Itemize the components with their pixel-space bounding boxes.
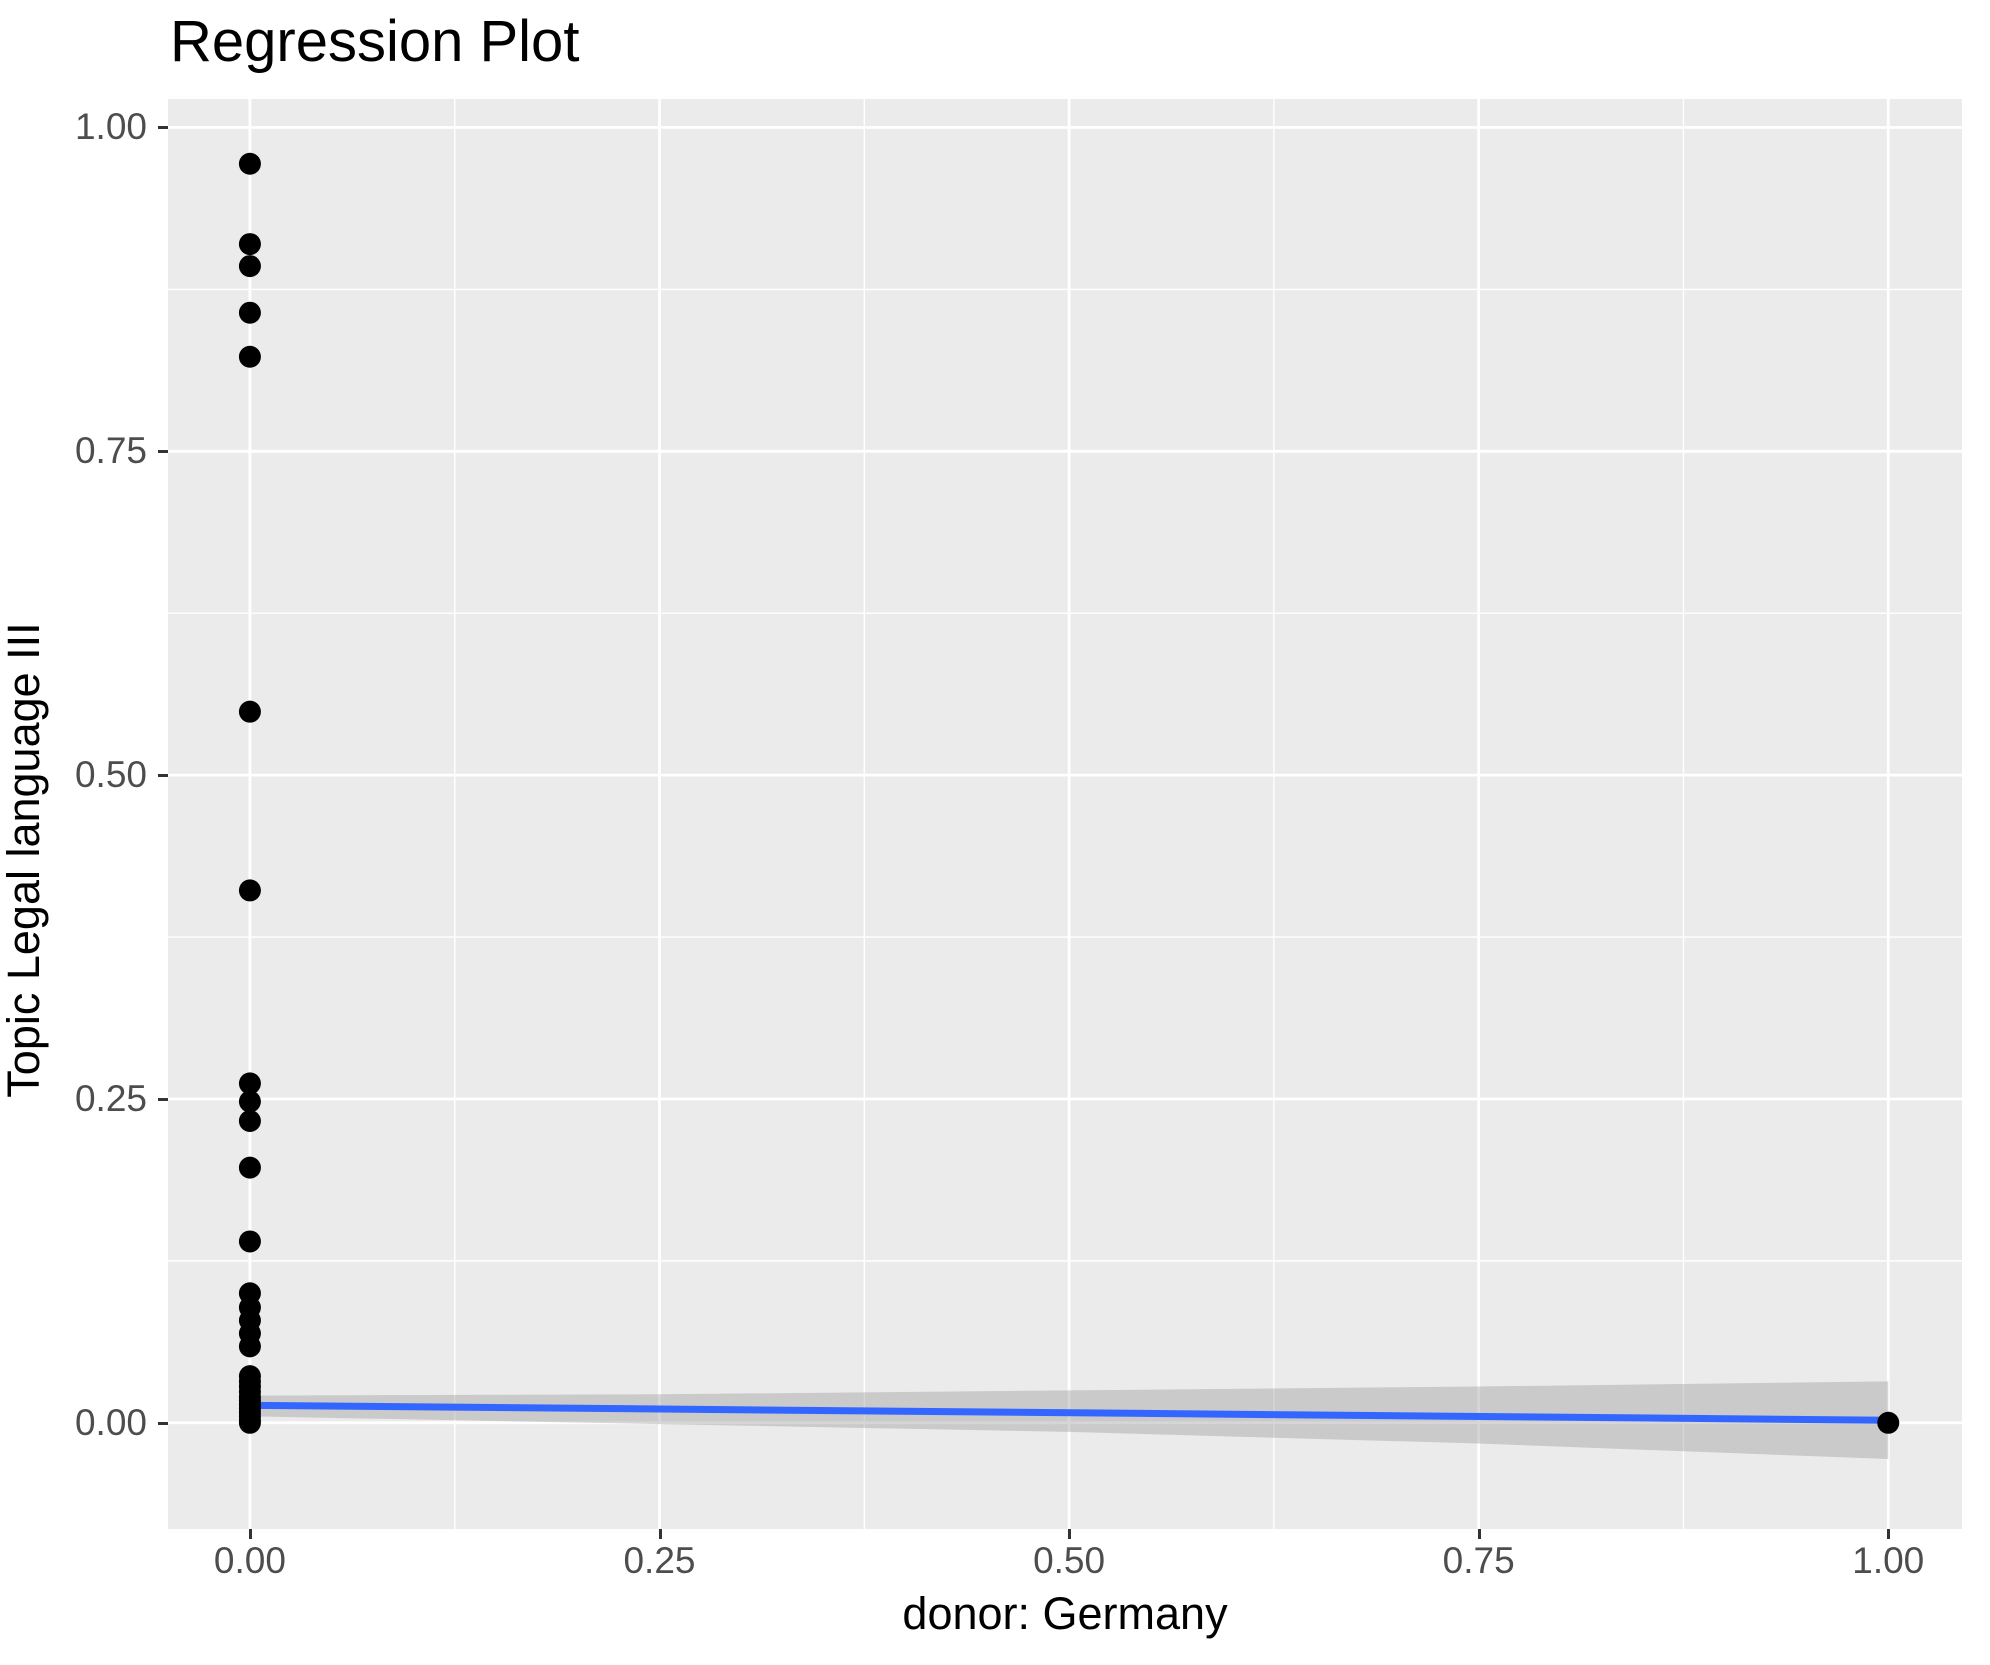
data-point [238, 345, 261, 368]
page-title: Regression Plot [170, 9, 580, 74]
x-tick-label: 0.25 [623, 1540, 696, 1581]
data-point [238, 1335, 261, 1358]
data-point [238, 301, 261, 324]
regression-line [249, 1401, 1889, 1424]
x-tick-mark [1068, 1529, 1072, 1539]
x-tick-label: 0.75 [1442, 1540, 1515, 1581]
x-tick-label: 0.00 [213, 1540, 286, 1581]
y-tick-label: 0.00 [74, 1401, 147, 1443]
x-tick-mark [1477, 1529, 1481, 1539]
x-tick-mark [658, 1529, 662, 1539]
data-point [238, 1156, 261, 1179]
y-tick-label: 0.75 [74, 430, 147, 472]
confidence-band [249, 1381, 1889, 1460]
y-tick-mark [158, 1421, 168, 1425]
data-point [238, 700, 261, 723]
y-tick-label: 1.00 [74, 106, 147, 148]
y-tick-mark [158, 450, 168, 454]
x-tick-mark [1887, 1529, 1891, 1539]
data-point [238, 152, 261, 175]
plot-panel [168, 99, 1962, 1529]
y-tick-mark [158, 1097, 168, 1101]
x-tick-label: 0.50 [1033, 1540, 1106, 1581]
y-tick-label: 0.25 [74, 1077, 147, 1119]
data-point [238, 1109, 261, 1132]
data-point [238, 1072, 261, 1095]
y-tick-label: 0.50 [74, 754, 147, 796]
data-point [238, 1230, 261, 1253]
y-tick-mark [158, 126, 168, 130]
x-axis-label: donor: Germany [902, 1588, 1228, 1639]
y-axis-label: Topic Legal language III [0, 622, 49, 1098]
data-point [238, 1411, 261, 1434]
data-point [1877, 1411, 1900, 1434]
x-tick-label: 1.00 [1852, 1540, 1925, 1581]
data-point [238, 255, 261, 278]
plot-canvas [168, 99, 1962, 1529]
data-point [238, 1090, 261, 1113]
data-point [238, 233, 261, 256]
data-point [238, 879, 261, 902]
x-tick-mark [248, 1529, 252, 1539]
y-tick-mark [158, 774, 168, 778]
